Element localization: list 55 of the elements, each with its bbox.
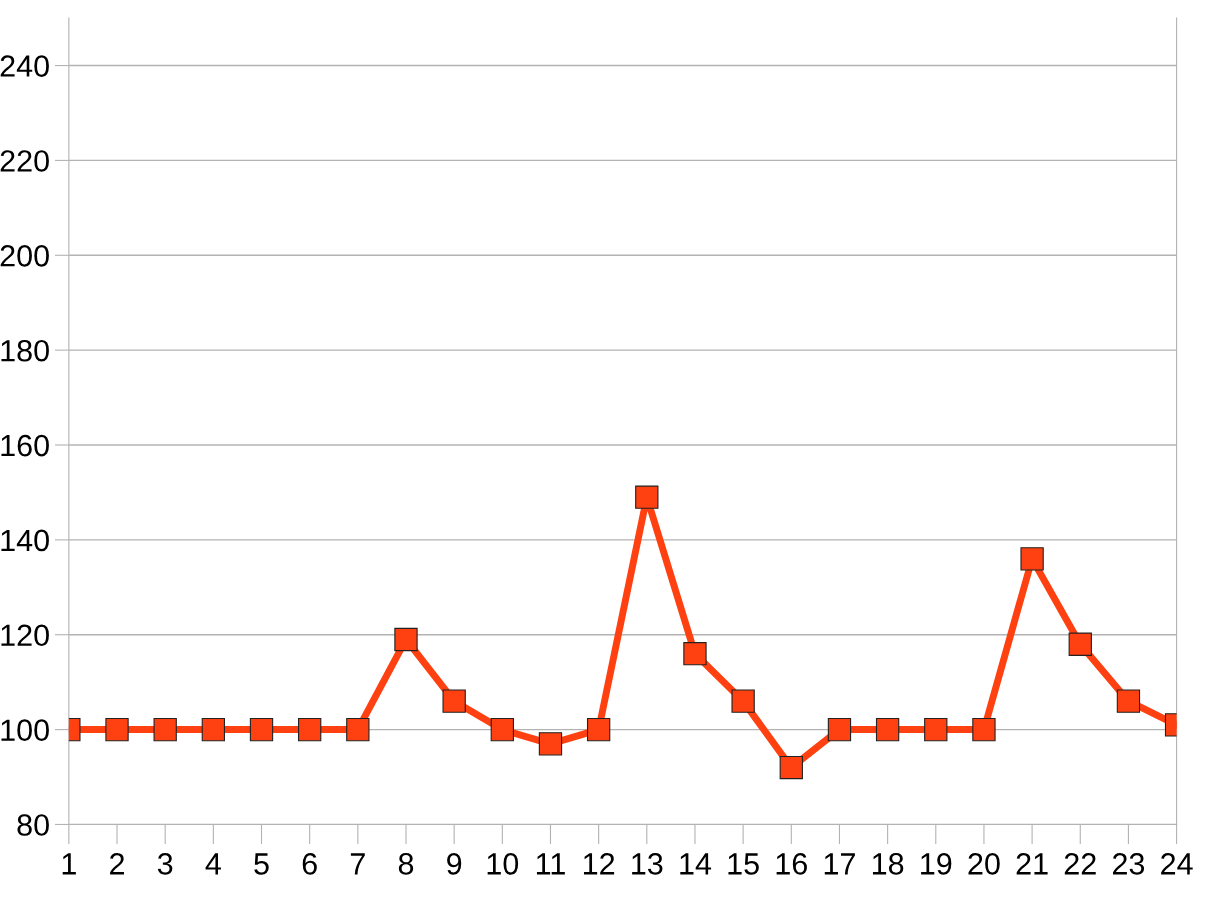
x-tick-label: 24 (1161, 853, 1193, 875)
x-tick-label: 21 (1016, 853, 1048, 875)
x-tick-label: 18 (872, 853, 904, 875)
y-tick-label: 220 (0, 150, 49, 172)
x-tick-label: 13 (632, 853, 663, 875)
y-tick-label: 140 (1, 529, 49, 552)
x-tick-label: 9 (447, 853, 462, 875)
point (635, 485, 659, 509)
x-tick-label: 7 (350, 853, 365, 875)
point (201, 717, 226, 742)
y-tick-label: 200 (0, 245, 49, 267)
point (249, 717, 274, 742)
x-tick-label: 15 (728, 853, 759, 875)
point (779, 755, 803, 780)
y-tick-label: 120 (1, 624, 49, 647)
point (972, 717, 996, 742)
point (105, 717, 129, 742)
point (586, 717, 611, 742)
x-tick-label: 3 (157, 853, 173, 875)
y-tick-label: 240 (0, 55, 49, 77)
x-tick-label: 14 (680, 853, 712, 875)
y-tick-label: 160 (1, 434, 49, 457)
x-tick-label: 17 (824, 853, 855, 875)
x-tick-label: 22 (1064, 853, 1096, 875)
x-tick-label: 11 (536, 853, 565, 875)
point (731, 689, 755, 713)
y-tick-label: 180 (1, 339, 49, 362)
point (346, 717, 370, 742)
point (1068, 632, 1092, 656)
x-tick-label: 8 (398, 853, 414, 875)
x-tick-label: 5 (254, 853, 269, 875)
point (394, 627, 418, 652)
point (924, 717, 948, 742)
point (1116, 689, 1141, 713)
point (538, 732, 563, 756)
y-tick-label: 80 (17, 814, 49, 836)
x-tick-label: 6 (302, 853, 317, 875)
point (875, 717, 900, 742)
x-tick-label: 2 (110, 853, 124, 875)
x-tick-label: 4 (205, 853, 221, 875)
x-tick-label: 20 (968, 853, 1000, 875)
point (683, 642, 707, 666)
point (827, 717, 852, 742)
x-tick-label: 1 (62, 853, 76, 875)
point (153, 717, 177, 742)
x-tick-label: 19 (921, 853, 952, 875)
x-tick-label: 10 (487, 853, 519, 875)
point (1020, 547, 1044, 571)
x-tick-label: 16 (776, 853, 807, 875)
point (298, 717, 322, 742)
point (490, 717, 514, 742)
y-tick-label: 100 (1, 719, 49, 741)
x-tick-label: 23 (1112, 853, 1145, 875)
x-tick-label: 12 (583, 853, 615, 875)
point (442, 689, 466, 713)
